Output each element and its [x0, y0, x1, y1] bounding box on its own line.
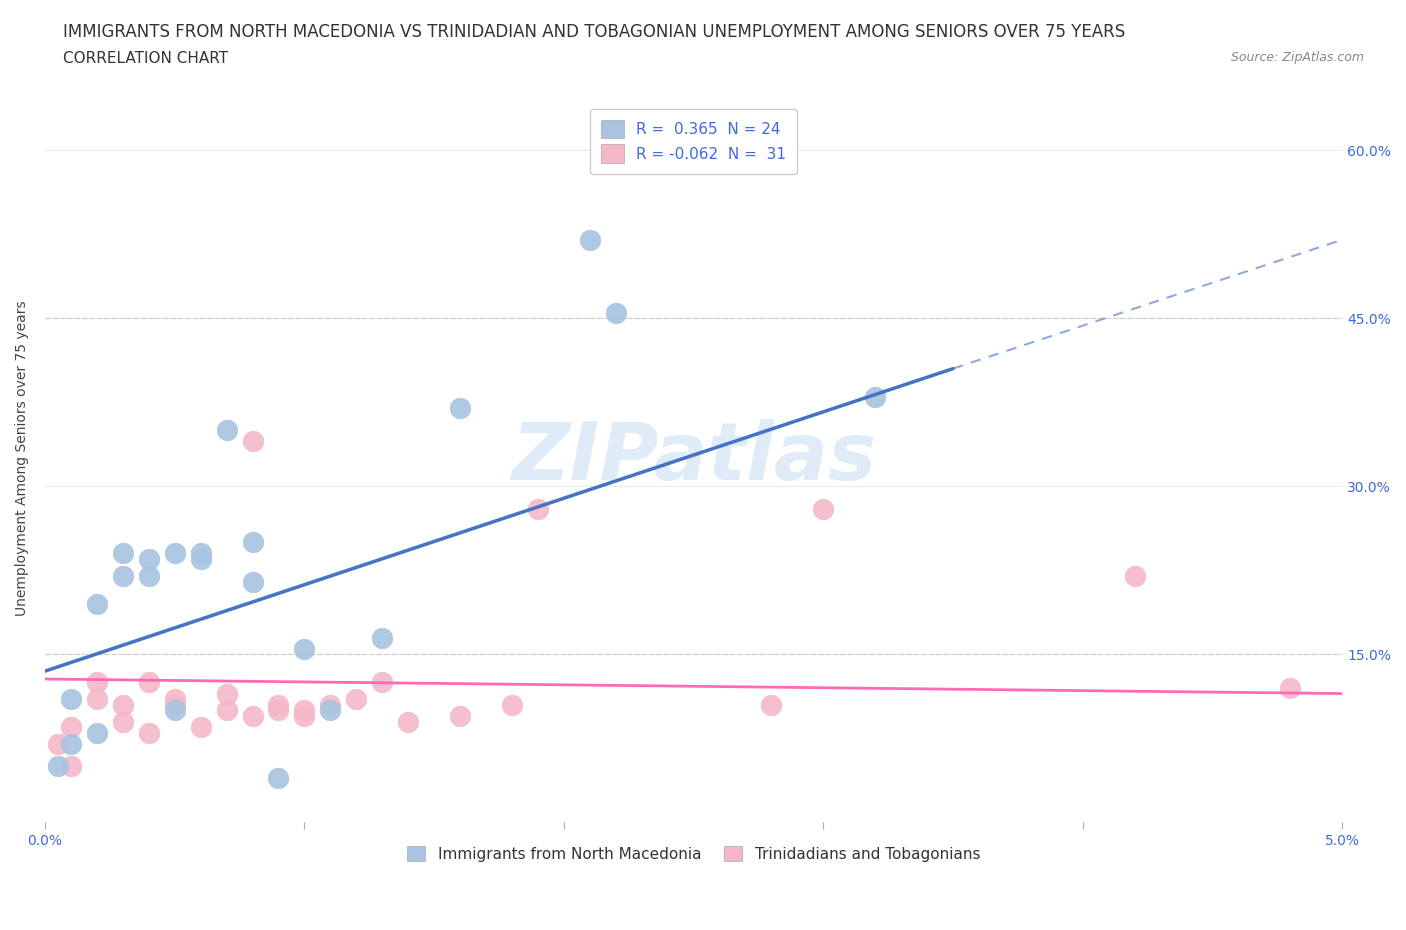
- Point: [319, 698, 342, 712]
- Point: [59, 692, 82, 707]
- Point: [344, 692, 367, 707]
- Point: [242, 709, 264, 724]
- Point: [59, 759, 82, 774]
- Point: [111, 546, 134, 561]
- Point: [46, 737, 69, 751]
- Point: [59, 720, 82, 735]
- Point: [1279, 681, 1302, 696]
- Point: [111, 568, 134, 583]
- Point: [138, 551, 160, 566]
- Point: [86, 675, 108, 690]
- Text: Source: ZipAtlas.com: Source: ZipAtlas.com: [1230, 51, 1364, 64]
- Point: [761, 698, 783, 712]
- Legend: Immigrants from North Macedonia, Trinidadians and Tobagonians: Immigrants from North Macedonia, Trinida…: [399, 838, 988, 870]
- Point: [294, 703, 316, 718]
- Text: IMMIGRANTS FROM NORTH MACEDONIA VS TRINIDADIAN AND TOBAGONIAN UNEMPLOYMENT AMONG: IMMIGRANTS FROM NORTH MACEDONIA VS TRINI…: [63, 23, 1126, 41]
- Point: [813, 501, 835, 516]
- Point: [1123, 568, 1146, 583]
- Point: [242, 535, 264, 550]
- Point: [294, 709, 316, 724]
- Point: [449, 401, 471, 416]
- Point: [163, 703, 186, 718]
- Point: [267, 770, 290, 785]
- Point: [86, 725, 108, 740]
- Point: [371, 631, 394, 645]
- Point: [46, 759, 69, 774]
- Point: [86, 692, 108, 707]
- Point: [605, 305, 627, 320]
- Point: [371, 675, 394, 690]
- Point: [215, 423, 238, 438]
- Point: [527, 501, 550, 516]
- Text: ZIPatlas: ZIPatlas: [512, 419, 876, 498]
- Point: [242, 574, 264, 589]
- Point: [267, 698, 290, 712]
- Point: [138, 725, 160, 740]
- Point: [319, 703, 342, 718]
- Point: [163, 546, 186, 561]
- Point: [190, 720, 212, 735]
- Point: [242, 434, 264, 449]
- Point: [190, 546, 212, 561]
- Point: [294, 642, 316, 657]
- Point: [215, 703, 238, 718]
- Point: [163, 698, 186, 712]
- Point: [579, 232, 602, 247]
- Point: [396, 714, 419, 729]
- Point: [163, 692, 186, 707]
- Text: CORRELATION CHART: CORRELATION CHART: [63, 51, 228, 66]
- Point: [267, 703, 290, 718]
- Point: [501, 698, 523, 712]
- Point: [215, 686, 238, 701]
- Point: [86, 596, 108, 611]
- Point: [111, 698, 134, 712]
- Point: [138, 568, 160, 583]
- Point: [138, 675, 160, 690]
- Point: [111, 714, 134, 729]
- Point: [865, 389, 887, 404]
- Point: [59, 737, 82, 751]
- Y-axis label: Unemployment Among Seniors over 75 years: Unemployment Among Seniors over 75 years: [15, 300, 30, 616]
- Point: [190, 551, 212, 566]
- Point: [449, 709, 471, 724]
